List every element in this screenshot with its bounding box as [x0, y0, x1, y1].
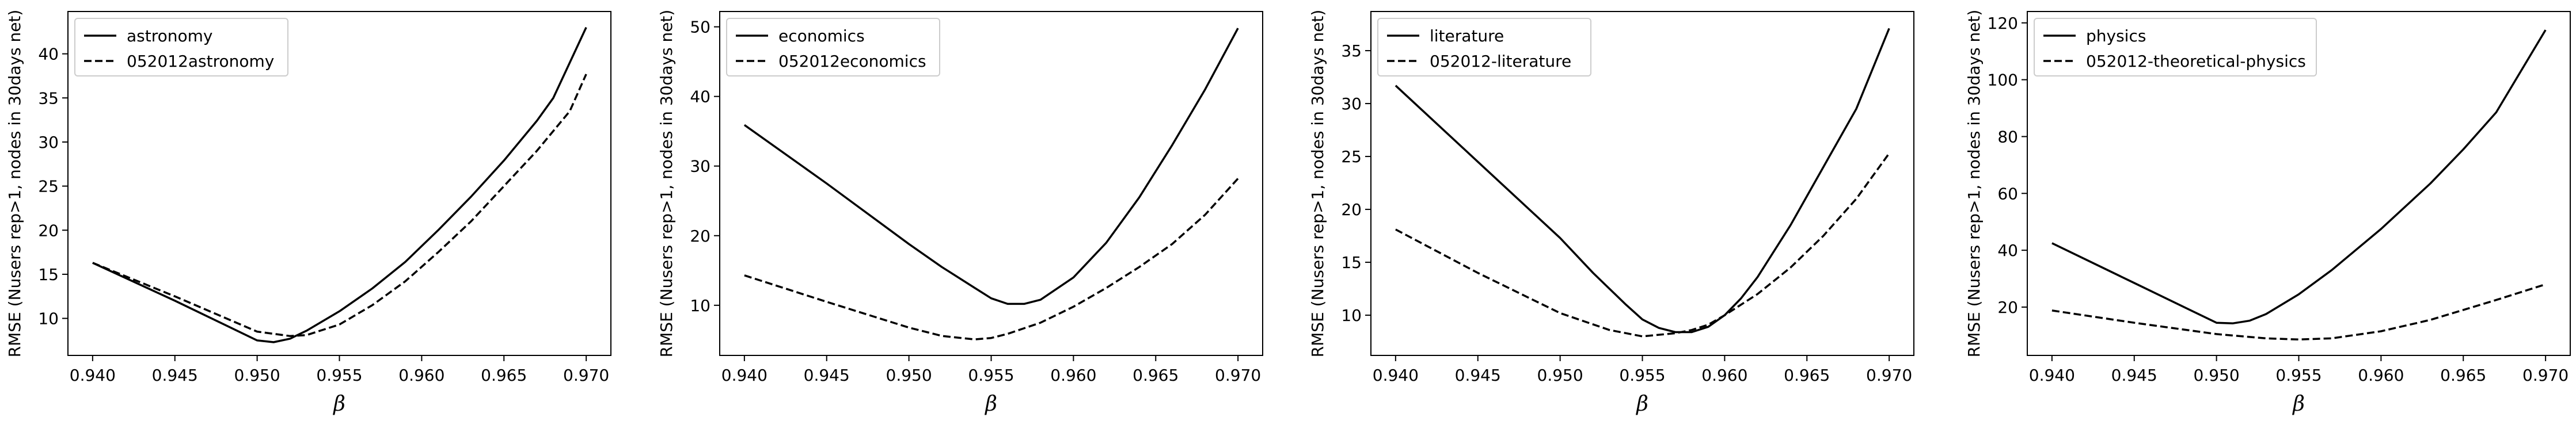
y-tick-label: 30 — [38, 133, 59, 152]
series-line-physics — [2051, 29, 2547, 324]
legend: astronomy 052012astronomy — [74, 18, 288, 76]
x-tick-label: 0.945 — [2111, 366, 2157, 385]
x-tick-label: 0.945 — [1455, 366, 1501, 385]
series-line-astronomy — [92, 26, 587, 343]
x-tick-label: 0.940 — [2029, 366, 2075, 385]
x-tick-label: 0.960 — [1050, 366, 1096, 385]
x-tick-label: 0.945 — [804, 366, 850, 385]
plot-frame — [2027, 11, 2571, 356]
x-tick-label: 0.965 — [481, 366, 527, 385]
chart-panel-3: 0.940 0.945 0.950 0.955 0.960 0.965 0.970 10 15 2… — [1308, 10, 1914, 416]
series-line-literature — [1395, 28, 1890, 334]
series-line-052012-literature — [1395, 152, 1890, 338]
legend-entry: 052012astronomy — [127, 52, 274, 71]
y-tick-label: 120 — [1988, 14, 2018, 33]
x-tick-label: 0.970 — [2522, 366, 2569, 385]
plot-frame — [1370, 11, 1914, 356]
legend-entry: 052012-theoretical-physics — [2086, 52, 2306, 71]
y-tick-label: 20 — [690, 227, 711, 246]
series-line-economics — [743, 28, 1239, 305]
y-tick-label: 10 — [690, 296, 711, 315]
y-tick-label: 80 — [1997, 127, 2018, 146]
x-tick-label: 0.960 — [1701, 366, 1747, 385]
x-tick-label: 0.950 — [2194, 366, 2240, 385]
legend-entry: literature — [1430, 26, 1504, 45]
x-axis-label: β — [1635, 392, 1648, 416]
legend: literature 052012-literature — [1377, 18, 1591, 76]
series-line-052012-theoretical-physics — [2051, 283, 2546, 341]
y-tick-label: 35 — [1341, 41, 1362, 60]
x-tick-label: 0.960 — [2358, 366, 2404, 385]
y-tick-label: 50 — [690, 18, 711, 37]
x-tick-label: 0.940 — [721, 366, 768, 385]
y-tick-label: 25 — [1341, 147, 1362, 166]
x-tick-label: 0.970 — [1215, 366, 1261, 385]
chart-panel-1: 0.940 0.945 0.950 0.955 0.960 0.965 0.970 10 15 2… — [5, 10, 611, 416]
x-tick-label: 0.950 — [234, 366, 280, 385]
y-tick-label: 40 — [690, 87, 711, 106]
x-tick-label: 0.955 — [2275, 366, 2322, 385]
y-axis-label: RMSE (Nusers rep>1, nodes in 30days net) — [1965, 10, 1984, 358]
legend-box — [726, 18, 940, 76]
y-tick-label: 60 — [1997, 184, 2018, 203]
legend-entry: 052012economics — [778, 52, 926, 71]
x-axis-label: β — [2292, 392, 2305, 416]
series-line-052012economics — [744, 178, 1239, 340]
plot-frame — [67, 11, 611, 356]
y-tick-label: 40 — [38, 45, 59, 64]
legend: economics 052012economics — [726, 18, 940, 76]
y-tick-label: 15 — [1341, 253, 1362, 272]
legend-box — [2034, 18, 2317, 76]
plot-frame — [719, 11, 1263, 356]
legend-box — [1377, 18, 1591, 76]
y-axis-label: RMSE (Nusers rep>1, nodes in 30days net) — [1308, 10, 1327, 358]
chart-panel-4: 0.940 0.945 0.950 0.955 0.960 0.965 0.970 20 40 6… — [1965, 10, 2571, 416]
legend-box — [74, 18, 288, 76]
x-tick-label: 0.965 — [1133, 366, 1179, 385]
y-tick-label: 40 — [1997, 241, 2018, 260]
x-tick-label: 0.965 — [2440, 366, 2486, 385]
y-axis-label: RMSE (Nusers rep>1, nodes in 30days net) — [657, 10, 676, 358]
x-tick-label: 0.970 — [1866, 366, 1912, 385]
legend-entry: physics — [2086, 26, 2146, 45]
chart-panel-2: 0.940 0.945 0.950 0.955 0.960 0.965 0.970 10 20 3… — [657, 10, 1263, 416]
y-tick-label: 35 — [38, 89, 59, 108]
y-tick-label: 25 — [38, 177, 59, 196]
x-tick-label: 0.955 — [1619, 366, 1665, 385]
legend: physics 052012-theoretical-physics — [2034, 18, 2317, 76]
x-tick-label: 0.955 — [968, 366, 1014, 385]
x-tick-label: 0.950 — [1537, 366, 1583, 385]
x-tick-label: 0.960 — [398, 366, 444, 385]
y-tick-label: 10 — [1341, 306, 1362, 325]
y-tick-label: 30 — [1341, 94, 1362, 113]
legend-entry: astronomy — [127, 26, 212, 45]
x-tick-label: 0.965 — [1784, 366, 1830, 385]
y-tick-label: 20 — [1341, 200, 1362, 219]
x-tick-label: 0.955 — [316, 366, 362, 385]
legend-entry: economics — [778, 26, 865, 45]
y-tick-label: 20 — [1997, 298, 2018, 317]
y-tick-label: 10 — [38, 309, 59, 328]
y-axis-label: RMSE (Nusers rep>1, nodes in 30days net) — [5, 10, 24, 358]
x-axis-label: β — [332, 392, 345, 416]
series-line-052012astronomy — [92, 74, 587, 338]
y-tick-label: 20 — [38, 221, 59, 240]
y-tick-label: 100 — [1988, 71, 2018, 90]
x-tick-label: 0.940 — [1373, 366, 1419, 385]
y-tick-label: 15 — [38, 265, 59, 284]
x-axis-label: β — [984, 392, 997, 416]
y-tick-label: 30 — [690, 157, 711, 176]
x-tick-label: 0.950 — [886, 366, 932, 385]
legend-entry: 052012-literature — [1430, 52, 1571, 71]
x-tick-label: 0.945 — [152, 366, 198, 385]
x-tick-label: 0.970 — [563, 366, 609, 385]
x-tick-label: 0.940 — [70, 366, 116, 385]
